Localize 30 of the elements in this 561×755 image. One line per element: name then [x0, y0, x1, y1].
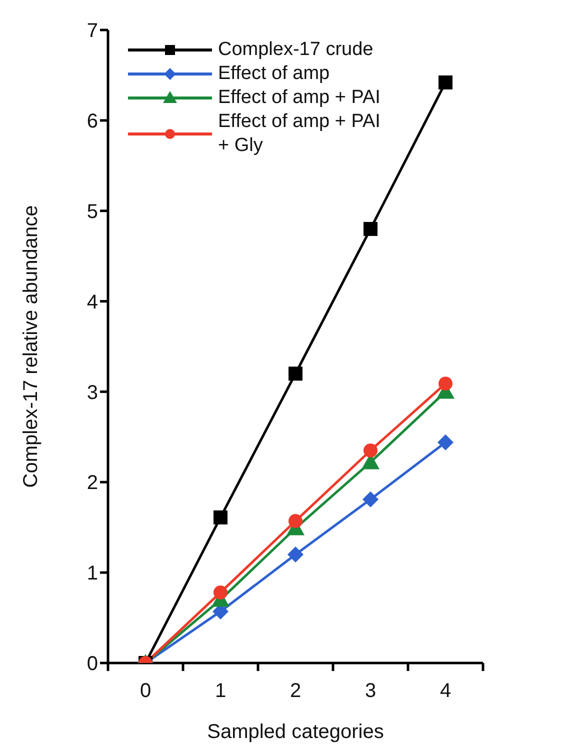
point: [438, 376, 452, 391]
point: [362, 491, 378, 508]
y-tick-label: 7: [86, 20, 98, 42]
legend-label: Effect of amp: [218, 62, 330, 86]
x-axis-title: Sampled categories: [207, 721, 384, 743]
point: [288, 366, 302, 381]
y-tick-label: 2: [86, 472, 98, 494]
y-tick-label: 4: [86, 291, 98, 314]
point: [214, 585, 228, 600]
point: [288, 546, 304, 562]
legend-label: Effect of amp + PAI + Gly: [218, 110, 382, 158]
x-tick-label: 1: [214, 680, 226, 702]
legend-label: Complex-17 crude: [218, 38, 374, 62]
y-tick-label: 1: [86, 562, 98, 585]
y-tick-label: 0: [86, 653, 98, 676]
point: [364, 222, 378, 236]
point: [214, 510, 228, 524]
x-tick-label: 3: [364, 680, 376, 702]
point: [288, 514, 302, 528]
y-tick-label: 5: [86, 200, 98, 223]
legend-label: Effect of amp + PAI: [218, 86, 380, 110]
y-tick-label: 3: [86, 382, 98, 404]
y-tick-label: 6: [86, 110, 98, 133]
point: [438, 434, 454, 450]
y-axis-title: Complex-17 relative abundance: [20, 205, 42, 488]
x-tick-label: 0: [140, 680, 152, 702]
x-tick-label: 2: [290, 680, 302, 702]
point: [438, 75, 452, 90]
x-tick-label: 4: [440, 680, 452, 702]
point: [364, 443, 378, 458]
